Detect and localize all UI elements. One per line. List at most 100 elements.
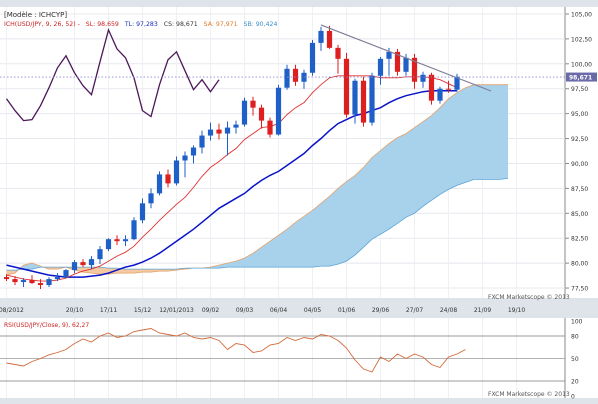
kumo-segment [346, 175, 355, 262]
candle-body [233, 124, 239, 128]
legend-span-b: SB: 90,424 [244, 21, 278, 28]
kumo-segment [304, 210, 313, 268]
candle-body [122, 239, 129, 242]
rsi-tick-label: 20 [571, 378, 579, 385]
date-tick-label: 06/04 [270, 307, 287, 314]
rsi-plot-area[interactable] [0, 318, 565, 398]
date-tick-label: 12/01/2013 [159, 307, 194, 314]
ichimoku-cloud [6, 84, 508, 276]
kumo-segment [499, 84, 508, 180]
legend-senkou-lead: SL: 98,659 [86, 21, 119, 28]
resistance-trendline[interactable] [320, 24, 492, 92]
date-tick-label: 17/11 [100, 307, 117, 314]
candle-body [54, 277, 61, 280]
legend-ichimoku: ICH(USD/JPY, 9, 26, 52) - [4, 21, 80, 28]
price-overlays: 98,671 [0, 24, 597, 92]
kumo-segment [482, 84, 491, 180]
legend-chikou: CS: 98,671 [164, 21, 198, 28]
kumo-segment [457, 87, 466, 186]
kijun-sen-line [6, 89, 457, 278]
date-tick-label: 01/06 [338, 307, 355, 314]
rsi-panel: 100 80 50 20 0 [0, 318, 583, 400]
candle-body [394, 51, 401, 72]
candle-body [63, 270, 69, 278]
candle-body [241, 100, 248, 125]
candle-body [250, 100, 256, 108]
price-tick-label: 97,50 [571, 86, 588, 93]
candle-body [284, 68, 290, 88]
kumo-segment [389, 137, 398, 230]
candle-body [352, 80, 358, 115]
candle-body [71, 262, 78, 271]
candle-body [165, 174, 171, 184]
kumo-segment [125, 269, 134, 274]
kumo-segment [270, 235, 279, 268]
candle-body [420, 74, 426, 82]
kumo-segment [406, 127, 415, 218]
candle-body [292, 68, 299, 82]
tenkan-sen-line [6, 75, 458, 282]
kumo-segment [100, 267, 109, 275]
kumo-segment [219, 263, 228, 269]
candle-body [173, 160, 180, 184]
kumo-segment [465, 84, 474, 183]
candle-body [275, 87, 282, 135]
kumo-segment [261, 241, 270, 268]
kumo-segment [338, 181, 347, 265]
senkou-span-a-line [6, 84, 508, 276]
current-price-label: 98,671 [569, 74, 592, 81]
candle-body [360, 80, 367, 123]
legend-tenkan: TL: 97,283 [124, 21, 158, 28]
candle-body [343, 58, 350, 115]
kumo-segment [49, 267, 58, 270]
kumo-segment [474, 84, 483, 180]
rsi-line [6, 328, 466, 373]
current-price-badge [566, 72, 597, 82]
price-axis-ticks: 105,00 102,50 100,00 97,50 95,00 92,50 90,00 87… [565, 11, 592, 293]
date-axis-ticks: 25/08/2012 20/10 17/11 15/12 12/01/2013 09/02… [0, 307, 525, 314]
price-tick-label: 87,50 [571, 186, 588, 193]
kumo-segment [159, 269, 168, 272]
candle-body [309, 42, 316, 73]
price-tick-label: 100,00 [571, 61, 592, 68]
price-tick-label: 102,50 [571, 36, 592, 43]
price-tick-label: 77,50 [571, 286, 588, 293]
candle-body [12, 279, 18, 283]
candle-body [182, 155, 188, 161]
price-tick-label: 105,00 [571, 11, 592, 18]
date-tick-label: 25/08/2012 [0, 307, 24, 314]
candle-body [156, 174, 163, 194]
candle-body [105, 239, 112, 250]
rsi-tick-label: 0 [571, 393, 575, 400]
candle-body [46, 279, 52, 286]
candle-body [335, 47, 341, 59]
candle-body [207, 129, 214, 136]
candle-body [437, 88, 443, 101]
candle-body [403, 57, 409, 72]
candle-body [454, 76, 460, 90]
kumo-segment [91, 267, 100, 275]
candle-body [267, 120, 273, 135]
candle-body [369, 75, 375, 123]
kumo-segment [329, 188, 338, 267]
candle-body [386, 51, 392, 59]
price-axis-panel [565, 7, 598, 298]
kumo-segment [312, 203, 321, 268]
rsi-label: RSI(USD/JPY/Close, 9), 62,27 [4, 322, 89, 329]
date-tick-label: 09/03 [236, 307, 253, 314]
candle-body [139, 203, 146, 221]
kumo-segment [295, 216, 304, 268]
rsi-tick-label: 80 [571, 333, 579, 340]
candle-body [318, 30, 324, 43]
date-tick-label: 29/06 [372, 307, 389, 314]
senkou-span-b-line [6, 178, 509, 271]
rsi-tick-label: 100 [571, 318, 583, 325]
candle-body [80, 262, 86, 266]
candle-body [97, 249, 103, 260]
kumo-segment [287, 222, 296, 268]
candle-body [326, 30, 333, 48]
fxcm-watermark: FXCM Marketscope © 2013 [488, 294, 570, 301]
candle-body [445, 88, 452, 90]
